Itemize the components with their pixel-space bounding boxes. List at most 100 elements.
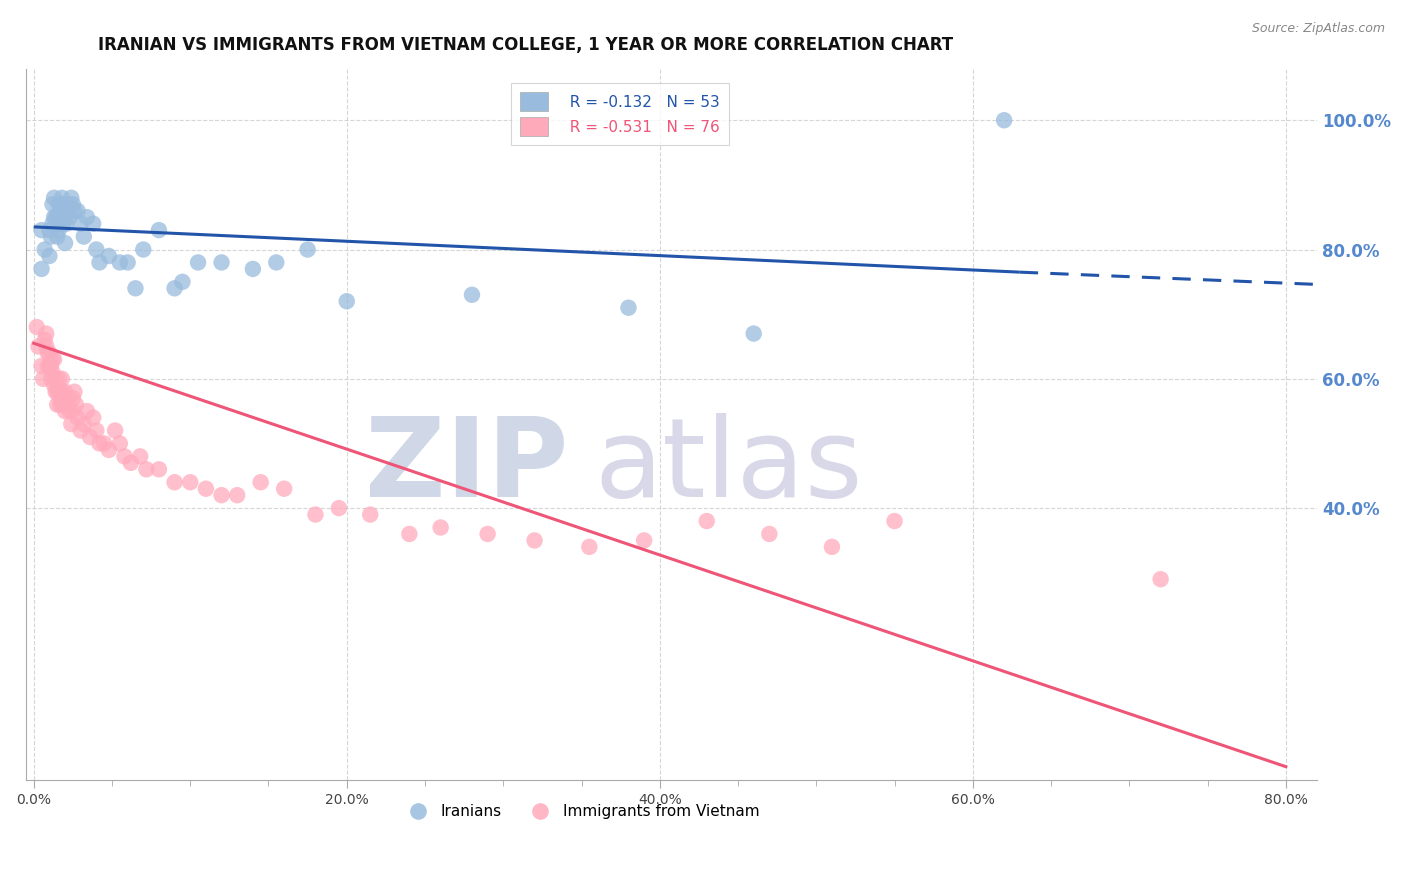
Point [42,191,65,205]
Point [148,462,170,476]
Text: atlas: atlas [595,413,862,520]
Point [163,475,186,490]
Point [135,462,157,476]
Point [48,372,70,386]
Point [46,229,69,244]
Point [53,404,76,418]
Point [42,210,65,224]
Point [35,326,58,341]
Point [38,223,60,237]
Point [62,197,84,211]
Point [65,398,87,412]
Point [73,417,96,431]
Point [148,223,170,237]
Point [461,287,484,301]
Point [76,404,98,418]
Point [32,372,55,386]
Point [41,352,63,367]
Point [31,223,53,237]
Point [41,217,63,231]
Point [45,210,67,224]
Point [49,391,72,405]
Point [304,508,326,522]
Point [53,384,76,399]
Point [49,398,72,412]
Point [359,508,381,522]
Point [66,410,89,425]
Point [993,113,1015,128]
Point [60,417,83,431]
Point [633,533,655,548]
Point [45,384,67,399]
Point [132,243,155,257]
Point [758,527,780,541]
Point [429,520,451,534]
Point [211,488,233,502]
Point [163,281,186,295]
Point [55,398,77,412]
Point [46,384,69,399]
Point [104,424,127,438]
Point [242,261,264,276]
Point [46,398,69,412]
Point [97,442,120,457]
Point [42,352,65,367]
Point [69,424,91,438]
Point [59,210,82,224]
Point [82,217,104,231]
Text: Source: ZipAtlas.com: Source: ZipAtlas.com [1251,22,1385,36]
Point [172,275,194,289]
Text: ZIP: ZIP [364,413,568,520]
Point [63,384,86,399]
Point [179,475,201,490]
Point [56,391,79,405]
Point [31,261,53,276]
Point [398,527,420,541]
Point [41,197,63,211]
Point [266,255,288,269]
Point [51,191,73,205]
Point [49,217,72,231]
Point [46,210,69,224]
Point [38,346,60,360]
Point [60,191,83,205]
Point [187,255,209,269]
Point [38,249,60,263]
Point [883,514,905,528]
Point [37,359,59,373]
Point [53,210,76,224]
Point [117,255,139,269]
Point [62,404,84,418]
Point [89,255,111,269]
Point [93,436,115,450]
Point [42,378,65,392]
Point [55,217,77,231]
Point [39,372,62,386]
Point [53,235,76,250]
Point [249,475,271,490]
Point [63,203,86,218]
Point [97,249,120,263]
Point [34,243,56,257]
Point [73,229,96,244]
Point [38,359,60,373]
Point [39,359,62,373]
Point [336,294,359,309]
Point [297,243,319,257]
Point [27,339,49,353]
Point [51,197,73,211]
Point [52,398,75,412]
Point [82,410,104,425]
Point [31,359,53,373]
Point [37,346,59,360]
Point [226,488,249,502]
Point [79,430,101,444]
Point [821,540,844,554]
Point [39,229,62,244]
Text: IRANIAN VS IMMIGRANTS FROM VIETNAM COLLEGE, 1 YEAR OR MORE CORRELATION CHART: IRANIAN VS IMMIGRANTS FROM VIETNAM COLLE… [98,36,953,54]
Point [120,456,142,470]
Point [48,223,70,237]
Legend: Iranians, Immigrants from Vietnam: Iranians, Immigrants from Vietnam [396,798,766,825]
Point [69,217,91,231]
Point [108,255,131,269]
